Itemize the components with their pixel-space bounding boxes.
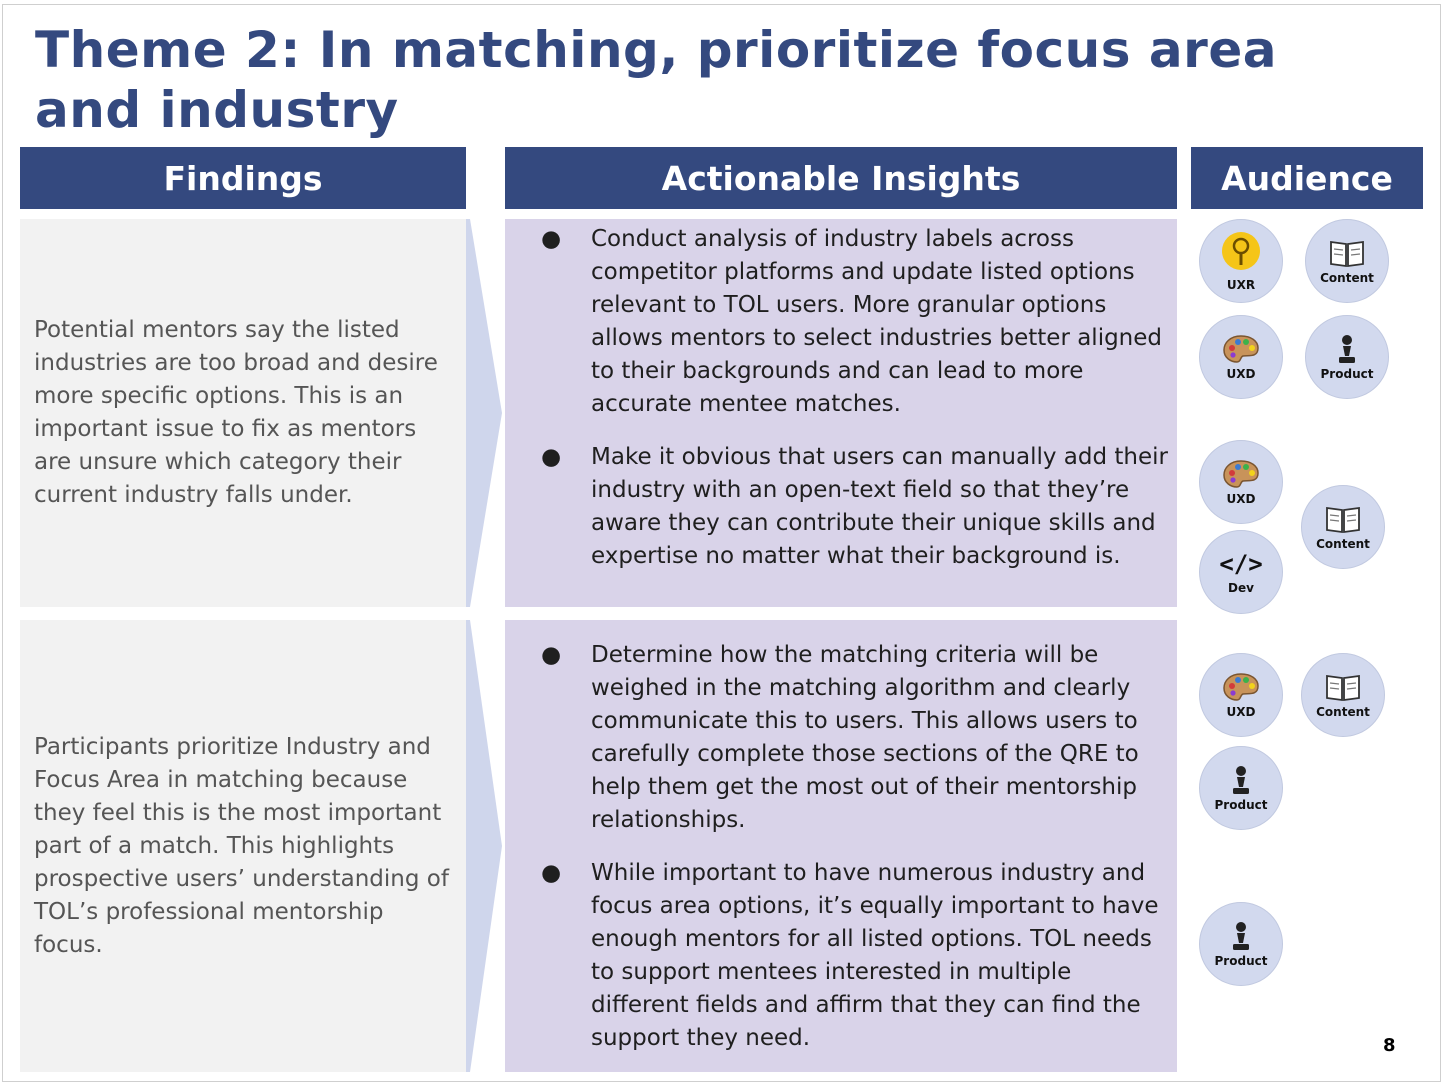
findings-header: Findings bbox=[20, 147, 466, 209]
slide-title: Theme 2: In matching, prioritize focus a… bbox=[35, 21, 1277, 139]
audience-badge-uxd: UXD bbox=[1199, 440, 1283, 524]
badge-label: UXR bbox=[1226, 277, 1256, 292]
insight-text: While important to have numerous industr… bbox=[591, 860, 1159, 1051]
book-icon bbox=[1330, 240, 1364, 267]
finding-2-text: Participants prioritize Industry and Foc… bbox=[34, 733, 449, 958]
audience-header: Audience bbox=[1191, 147, 1423, 209]
audience-badge-content: Content bbox=[1305, 219, 1389, 303]
badge-label: UXD bbox=[1226, 704, 1256, 719]
bullet-icon: ● bbox=[541, 860, 562, 886]
badge-label: Product bbox=[1320, 366, 1374, 381]
chevron-arrow-2 bbox=[466, 620, 502, 1072]
badge-label: Content bbox=[1316, 536, 1370, 551]
palette-icon bbox=[1223, 334, 1259, 363]
insight-text: Conduct analysis of industry labels acro… bbox=[591, 226, 1163, 417]
badge-label: Content bbox=[1320, 270, 1374, 285]
audience-badge-uxd: UXD bbox=[1199, 315, 1283, 399]
code-icon: </> bbox=[1219, 549, 1263, 578]
badge-label: Content bbox=[1316, 704, 1370, 719]
audience-badge-product: Product bbox=[1199, 902, 1283, 986]
bullet-icon: ● bbox=[541, 444, 562, 470]
chess-pawn-icon bbox=[1233, 765, 1249, 794]
chess-pawn-icon bbox=[1233, 921, 1249, 950]
audience-badge-product: Product bbox=[1199, 746, 1283, 830]
palette-icon bbox=[1223, 672, 1259, 701]
audience-badge-content: Content bbox=[1301, 653, 1385, 737]
insights-2: ● Determine how the matching criteria wi… bbox=[505, 620, 1177, 1072]
audience-badge-uxd: UXD bbox=[1199, 653, 1283, 737]
book-icon bbox=[1326, 506, 1360, 533]
badge-label: Product bbox=[1214, 953, 1268, 968]
palette-icon bbox=[1223, 459, 1259, 488]
insights-header: Actionable Insights bbox=[505, 147, 1177, 209]
badge-label: Product bbox=[1214, 797, 1268, 812]
badge-label: UXD bbox=[1226, 366, 1256, 381]
insight-text: Make it obvious that users can manually … bbox=[591, 444, 1168, 569]
insights-1: ● Conduct analysis of industry labels ac… bbox=[505, 219, 1177, 607]
book-icon bbox=[1326, 674, 1360, 701]
audience-badge-content: Content bbox=[1301, 485, 1385, 569]
audience-badge-product: Product bbox=[1305, 315, 1389, 399]
audience-badge-uxr: UXR bbox=[1199, 219, 1283, 303]
chevron-arrow-1 bbox=[466, 219, 502, 607]
bullet-icon: ● bbox=[541, 226, 562, 252]
magnifier-icon bbox=[1222, 231, 1260, 270]
badge-label: Dev bbox=[1228, 580, 1254, 595]
page-number: 8 bbox=[1383, 1035, 1396, 1056]
finding-2: Participants prioritize Industry and Foc… bbox=[20, 620, 466, 1072]
chess-pawn-icon bbox=[1339, 334, 1355, 363]
bullet-icon: ● bbox=[541, 642, 562, 668]
audience-badge-dev: </> Dev bbox=[1199, 530, 1283, 614]
badge-label: UXD bbox=[1226, 491, 1256, 506]
finding-1-text: Potential mentors say the listed industr… bbox=[34, 317, 438, 508]
insight-text: Determine how the matching criteria will… bbox=[591, 642, 1139, 833]
finding-1: Potential mentors say the listed industr… bbox=[20, 219, 466, 607]
